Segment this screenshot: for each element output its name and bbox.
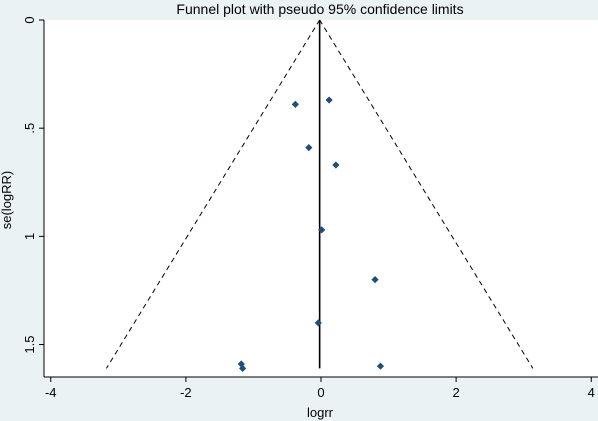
x-axis: -4 -2 0 2 4 bbox=[44, 376, 598, 400]
plot-area bbox=[44, 20, 598, 377]
y-tick-label: .5 bbox=[22, 123, 37, 134]
y-axis: 0 .5 1 1.5 bbox=[22, 16, 45, 377]
x-tick-label: 2 bbox=[453, 385, 460, 400]
y-tick-label: 1 bbox=[22, 233, 37, 240]
data-point bbox=[291, 100, 299, 108]
y-axis-label: se(logRR) bbox=[0, 171, 14, 230]
x-axis-label: logrr bbox=[307, 405, 334, 420]
y-tick-label: 1.5 bbox=[22, 336, 37, 354]
data-point bbox=[376, 362, 385, 370]
data-point bbox=[332, 161, 340, 169]
data-point bbox=[314, 319, 322, 327]
data-point bbox=[371, 276, 379, 284]
data-point bbox=[318, 226, 326, 234]
y-tick-label: 0 bbox=[22, 16, 37, 23]
funnel-lines bbox=[106, 19, 534, 369]
data-point bbox=[325, 96, 333, 104]
x-tick-label: 0 bbox=[317, 385, 324, 400]
x-tick-label: -4 bbox=[45, 385, 57, 400]
x-tick-label: -2 bbox=[180, 385, 192, 400]
data-points bbox=[237, 96, 385, 372]
x-tick-label: 4 bbox=[588, 385, 595, 400]
data-point bbox=[305, 144, 313, 152]
chart-title: Funnel plot with pseudo 95% confidence l… bbox=[176, 1, 463, 17]
data-point bbox=[239, 364, 247, 372]
